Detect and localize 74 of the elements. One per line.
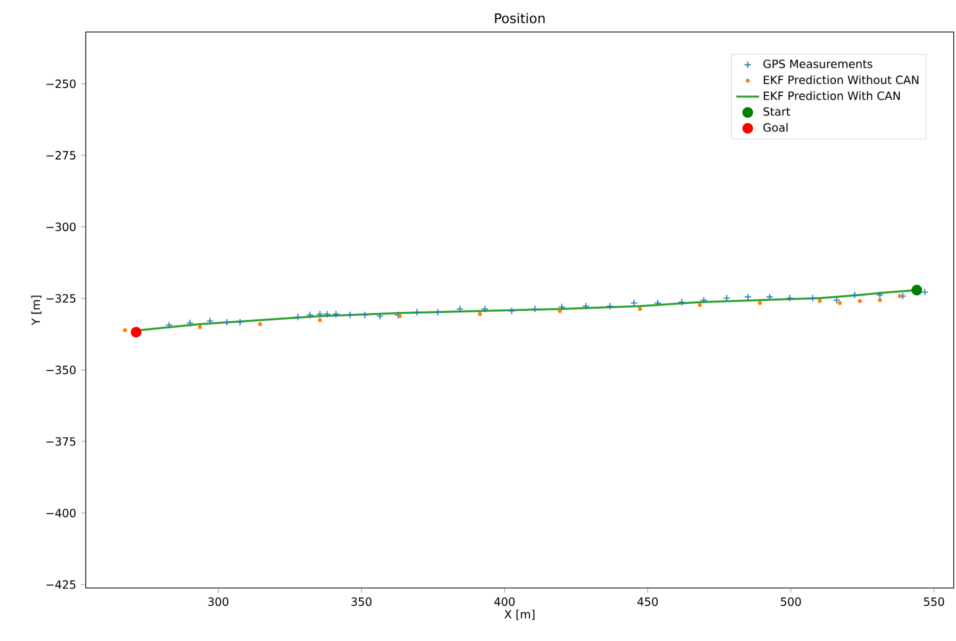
point <box>630 299 638 307</box>
point <box>638 306 642 311</box>
point <box>878 298 882 302</box>
point <box>876 291 884 299</box>
point <box>323 310 331 318</box>
point <box>786 294 794 302</box>
legend-label: EKF Prediction Without CAN <box>764 75 918 84</box>
point <box>758 300 762 305</box>
x-tick-label: 550 <box>924 597 944 606</box>
y-axis-title: Y [m] <box>31 296 42 326</box>
chart-title: Position <box>495 12 545 24</box>
legend-label: Start <box>764 107 790 116</box>
y-tick-label: −250 <box>46 80 76 88</box>
legend-label: GPS Measurements <box>763 60 872 68</box>
point <box>294 313 302 321</box>
point <box>808 294 816 302</box>
point <box>361 311 369 319</box>
point <box>911 284 922 296</box>
x-tick-label: 450 <box>637 597 658 606</box>
y-tick-label: −375 <box>46 437 76 446</box>
point <box>558 308 562 313</box>
point <box>332 310 340 318</box>
y-tick-label: −425 <box>46 580 76 589</box>
point <box>258 322 262 326</box>
point <box>722 294 730 302</box>
point <box>654 299 662 307</box>
point <box>850 291 858 299</box>
y-tick-label: −400 <box>46 508 76 518</box>
point <box>700 296 708 304</box>
point <box>434 308 442 316</box>
x-axis-title: X [m] <box>504 610 534 620</box>
x-tick-label: 300 <box>208 597 228 606</box>
point <box>481 305 489 313</box>
x-tick-label: 350 <box>351 597 372 606</box>
point <box>698 302 702 307</box>
point <box>838 300 842 305</box>
y-tick-label: −325 <box>46 294 76 303</box>
point <box>456 305 464 313</box>
point <box>508 307 516 315</box>
point <box>165 321 173 329</box>
point <box>122 328 127 332</box>
point <box>413 308 421 316</box>
x-tick-label: 400 <box>494 597 515 606</box>
point <box>744 293 752 301</box>
point <box>316 310 324 318</box>
point <box>606 302 614 310</box>
point <box>198 325 202 330</box>
point <box>766 293 774 301</box>
point <box>678 298 686 306</box>
point <box>478 312 482 316</box>
point <box>306 311 314 319</box>
point <box>832 296 840 304</box>
point <box>318 318 322 322</box>
legend-label: Goal <box>763 122 788 132</box>
point <box>558 303 566 311</box>
point <box>376 312 384 320</box>
legend-label: EKF Prediction With CAN <box>764 91 900 100</box>
point <box>130 326 142 338</box>
point <box>921 288 929 296</box>
point <box>206 317 214 325</box>
point <box>223 318 231 326</box>
point <box>818 298 822 303</box>
y-tick-label: −300 <box>46 222 76 232</box>
x-tick-label: 500 <box>780 597 801 606</box>
point <box>398 314 402 318</box>
point <box>898 294 902 298</box>
y-tick-label: −275 <box>46 151 76 160</box>
y-tick-label: −350 <box>46 366 76 374</box>
point <box>346 311 354 319</box>
point <box>236 318 244 326</box>
point <box>858 298 862 303</box>
point <box>582 302 590 310</box>
point <box>531 305 539 313</box>
point <box>186 319 194 327</box>
